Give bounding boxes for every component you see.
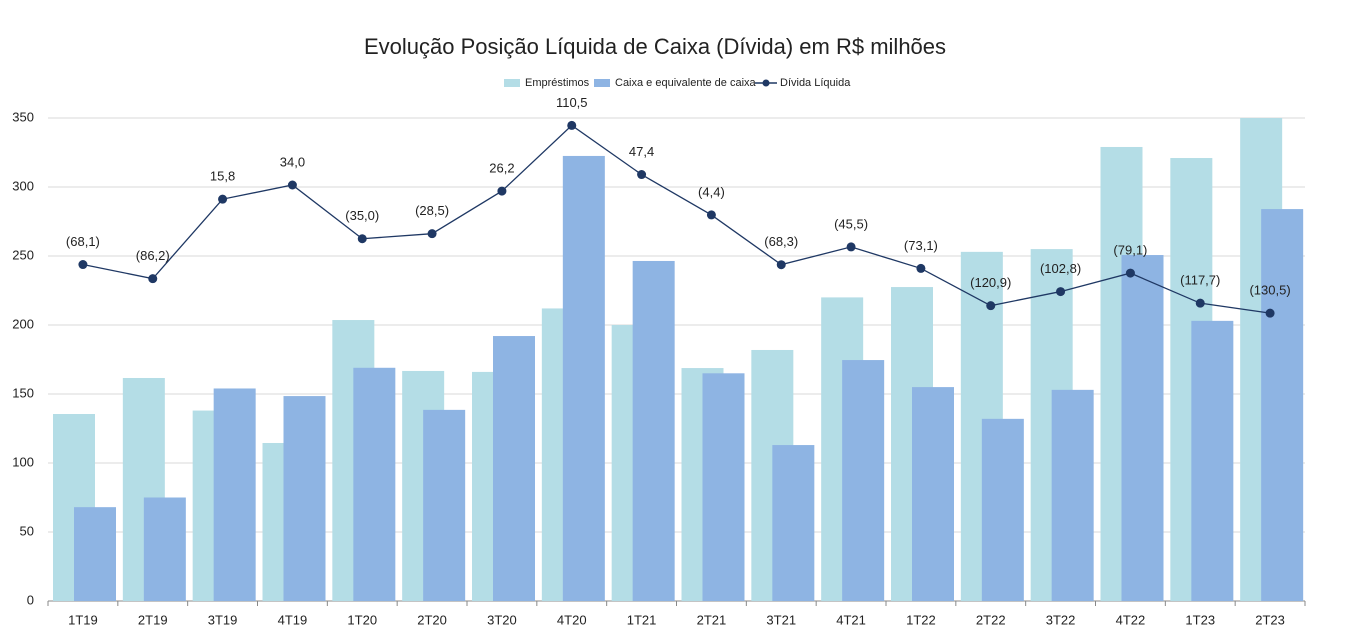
- x-tick-label: 2T23: [1255, 612, 1285, 627]
- x-tick-label: 4T21: [836, 612, 866, 627]
- bar: [493, 336, 535, 601]
- data-label: (117,7): [1180, 273, 1220, 288]
- bar: [143, 497, 186, 601]
- line-marker: [218, 194, 228, 204]
- x-tick-label: 3T20: [487, 612, 517, 627]
- line-marker: [78, 260, 88, 270]
- bar: [213, 388, 256, 601]
- bar: [283, 396, 326, 601]
- bar: [981, 418, 1024, 601]
- line-marker: [916, 263, 926, 273]
- x-tick-label: 2T20: [417, 612, 447, 627]
- data-label: 47,4: [629, 144, 654, 159]
- bar: [353, 367, 396, 601]
- line-marker: [706, 210, 716, 220]
- bar: [1051, 389, 1094, 601]
- y-tick-label: 100: [12, 454, 34, 469]
- x-tick-label: 4T20: [557, 612, 587, 627]
- data-label: 26,2: [489, 161, 514, 176]
- x-tick-label: 3T22: [1046, 612, 1076, 627]
- legend-label: Empréstimos: [525, 77, 590, 89]
- x-tick-label: 2T21: [697, 612, 727, 627]
- y-tick-label: 350: [12, 109, 34, 124]
- bar: [632, 260, 675, 601]
- line: [82, 124, 1271, 314]
- legend-label: Caixa e equivalente de caixa: [615, 77, 757, 89]
- x-tick-label: 3T21: [766, 612, 796, 627]
- line-marker: [287, 180, 297, 190]
- data-label: (35,0): [345, 208, 379, 223]
- bar: [1261, 209, 1304, 601]
- line-marker: [986, 301, 996, 311]
- bar: [912, 387, 954, 601]
- x-tick-label: 1T23: [1185, 612, 1215, 627]
- bar: [1121, 255, 1164, 601]
- line-marker: [357, 234, 367, 244]
- x-tick-label: 2T19: [138, 612, 168, 627]
- y-tick-label: 150: [12, 385, 34, 400]
- bar: [702, 373, 745, 601]
- data-label: 110,5: [556, 95, 588, 110]
- data-label: (73,1): [904, 238, 938, 253]
- x-tick-label: 3T19: [208, 612, 238, 627]
- data-label: (79,1): [1113, 243, 1147, 258]
- data-label: 15,8: [210, 169, 235, 184]
- x-tick-label: 4T19: [278, 612, 308, 627]
- bar: [1191, 320, 1234, 601]
- bar: [423, 409, 466, 601]
- y-tick-label: 250: [12, 247, 34, 262]
- x-tick-label: 4T22: [1116, 612, 1146, 627]
- data-label: (45,5): [834, 216, 868, 231]
- bar: [772, 445, 815, 601]
- bar: [842, 360, 885, 601]
- legend-swatch: [504, 79, 520, 87]
- line-marker: [567, 120, 577, 130]
- data-label: (68,3): [764, 234, 798, 249]
- data-label: (120,9): [970, 275, 1011, 290]
- legend-swatch: [594, 79, 610, 87]
- line-marker: [1056, 287, 1066, 297]
- line-marker: [497, 186, 507, 196]
- data-label: (86,2): [136, 248, 170, 263]
- data-label: (130,5): [1249, 283, 1290, 298]
- line-marker: [427, 229, 437, 239]
- x-tick-label: 1T20: [347, 612, 377, 627]
- line-marker: [846, 242, 856, 252]
- data-label: (28,5): [415, 203, 449, 218]
- y-tick-label: 200: [12, 316, 34, 331]
- chart-title: Evolução Posição Líquida de Caixa (Dívid…: [364, 34, 946, 59]
- data-label: 34,0: [280, 154, 305, 169]
- data-label: (4,4): [698, 184, 725, 199]
- bar: [562, 155, 605, 601]
- x-tick-label: 2T22: [976, 612, 1006, 627]
- y-tick-label: 300: [12, 178, 34, 193]
- legend-label: Dívida Líquida: [780, 77, 851, 89]
- line-marker: [1195, 298, 1205, 308]
- bar: [74, 507, 116, 601]
- x-tick-label: 1T21: [627, 612, 657, 627]
- line-marker: [1125, 268, 1135, 278]
- y-tick-label: 0: [27, 592, 34, 607]
- line-marker: [776, 260, 786, 270]
- x-tick-label: 1T19: [68, 612, 98, 627]
- data-label: (68,1): [66, 234, 100, 249]
- line-marker: [148, 274, 158, 284]
- line-marker: [1265, 308, 1275, 318]
- x-tick-label: 1T22: [906, 612, 936, 627]
- legend-marker: [762, 79, 770, 87]
- line-marker: [637, 170, 647, 180]
- data-label: (102,8): [1040, 261, 1081, 276]
- y-tick-label: 50: [20, 523, 34, 538]
